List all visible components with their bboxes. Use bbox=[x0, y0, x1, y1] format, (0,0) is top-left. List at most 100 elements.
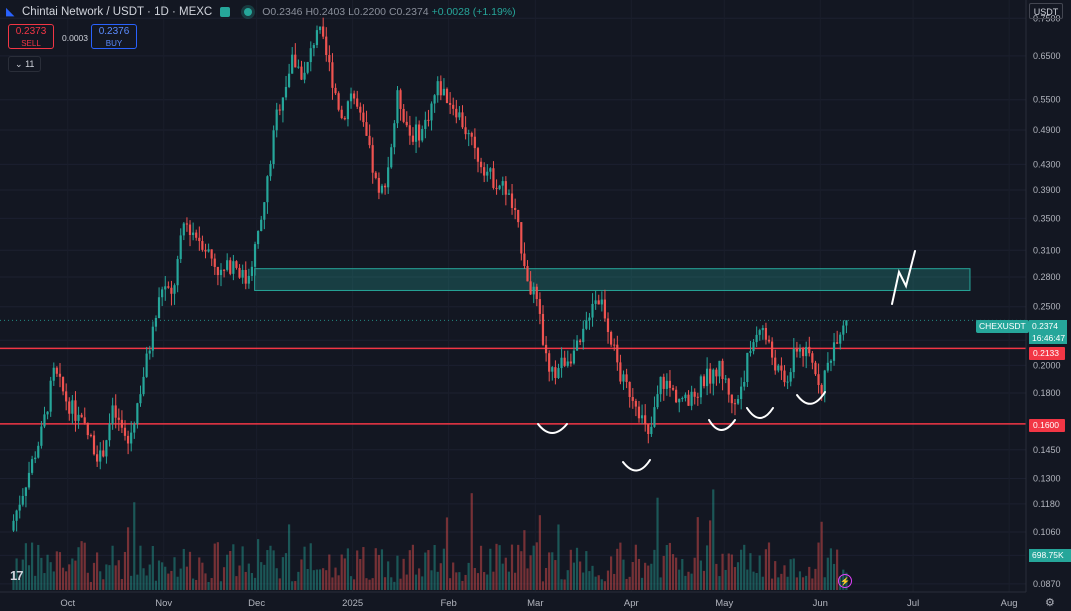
candle-body bbox=[532, 286, 535, 295]
candle-body bbox=[139, 394, 142, 404]
candle-body bbox=[207, 249, 210, 252]
tradingview-logo-icon[interactable]: 17 bbox=[10, 568, 24, 583]
candle-body bbox=[61, 376, 65, 392]
volume-bar bbox=[603, 581, 606, 590]
volume-bar bbox=[755, 572, 758, 590]
volume-bar bbox=[18, 578, 21, 590]
volume-bar bbox=[678, 569, 681, 590]
price-tick-label: 0.5500 bbox=[1033, 95, 1061, 105]
candle-body bbox=[662, 376, 665, 389]
candle-body bbox=[142, 376, 145, 395]
volume-bar bbox=[164, 566, 167, 590]
candle-body bbox=[544, 344, 548, 354]
candle-body bbox=[325, 36, 328, 56]
volume-bar bbox=[315, 569, 319, 590]
volume-bar bbox=[634, 544, 637, 590]
candle-body bbox=[483, 167, 486, 176]
volume-bar bbox=[207, 581, 210, 590]
volume-bar bbox=[346, 548, 349, 590]
volume-bar bbox=[801, 577, 805, 590]
candle-body bbox=[637, 406, 641, 419]
volume-bar bbox=[523, 530, 526, 590]
candle-body bbox=[300, 66, 303, 80]
indicators-toggle[interactable]: ⌄ 11 bbox=[8, 56, 42, 72]
candle-body bbox=[257, 231, 260, 245]
candle-body bbox=[805, 346, 808, 357]
candle-body bbox=[526, 266, 529, 282]
volume-bar bbox=[269, 545, 272, 590]
candle-body bbox=[27, 472, 31, 488]
volume-bar bbox=[538, 515, 541, 590]
candle-body bbox=[523, 253, 526, 267]
candle-body bbox=[12, 520, 15, 531]
candle-body bbox=[383, 185, 387, 188]
symbol-title[interactable]: Chintai Network / USDT · 1D · MEXC bbox=[22, 6, 213, 18]
volume-bar bbox=[805, 575, 808, 590]
volume-bar bbox=[331, 577, 334, 590]
volume-bar bbox=[705, 545, 709, 590]
time-axis[interactable]: Oct Nov Dec 2025 Feb Mar Apr May Jun Jul Aug bbox=[0, 591, 1071, 611]
candle-body bbox=[247, 275, 250, 284]
candle-body bbox=[164, 286, 167, 290]
candle-body bbox=[396, 90, 399, 124]
candle-body bbox=[253, 244, 257, 267]
candle-body bbox=[780, 365, 783, 371]
candle-body bbox=[86, 423, 89, 436]
buy-button[interactable]: 0.2376 BUY bbox=[91, 24, 137, 49]
candle-body bbox=[191, 232, 195, 236]
candle-body bbox=[455, 108, 458, 118]
candle-body bbox=[83, 417, 86, 424]
volume-bar bbox=[92, 562, 96, 590]
candle-body bbox=[352, 93, 356, 99]
volume-bar bbox=[718, 576, 721, 590]
volume-bar bbox=[736, 562, 740, 590]
volume-bar bbox=[430, 570, 433, 590]
time-tick-label: Apr bbox=[624, 598, 639, 609]
volume-bar bbox=[427, 550, 430, 590]
volume-bar bbox=[566, 570, 569, 590]
bottom-arc-1 bbox=[537, 423, 568, 434]
candle-body bbox=[21, 495, 24, 505]
candle-body bbox=[625, 374, 628, 382]
volume-bar bbox=[817, 542, 820, 590]
candle-body bbox=[322, 26, 325, 37]
price-tick-label: 0.3100 bbox=[1033, 245, 1061, 255]
candle-body bbox=[167, 286, 170, 288]
volume-bar bbox=[588, 571, 591, 590]
volume-bar bbox=[727, 553, 730, 590]
volume-bar bbox=[198, 557, 201, 590]
candle-body bbox=[284, 86, 288, 98]
volume-bar bbox=[161, 562, 164, 590]
volume-bar bbox=[306, 568, 309, 590]
candle-body bbox=[43, 414, 46, 427]
candle-body bbox=[730, 394, 733, 404]
volume-bar bbox=[402, 558, 405, 590]
volume-bar bbox=[743, 544, 746, 590]
price-axis[interactable]: 0.75000.65000.55000.49000.43000.39000.35… bbox=[1025, 0, 1071, 611]
gear-icon[interactable]: ⚙ bbox=[1045, 597, 1055, 609]
volume-bar bbox=[752, 571, 755, 590]
candle-body bbox=[123, 427, 127, 436]
candle-body bbox=[275, 109, 278, 131]
lightning-icon[interactable]: ⚡ bbox=[838, 574, 852, 588]
indicator-count: 11 bbox=[25, 59, 35, 69]
price-tick-label: 0.1060 bbox=[1033, 527, 1061, 537]
candle-body bbox=[529, 281, 532, 295]
candle-body bbox=[37, 445, 40, 458]
volume-bar bbox=[238, 565, 241, 590]
volume-bar bbox=[665, 544, 668, 590]
candle-body bbox=[743, 381, 746, 387]
buy-price: 0.2376 bbox=[98, 26, 130, 37]
candle-body bbox=[55, 367, 58, 374]
time-tick-label: Jul bbox=[907, 598, 919, 609]
sell-button[interactable]: 0.2373 SELL bbox=[8, 24, 54, 49]
currency-button[interactable]: USDT bbox=[1029, 3, 1063, 19]
candle-body bbox=[380, 185, 384, 193]
volume-bar bbox=[185, 566, 188, 590]
candle-body bbox=[439, 81, 442, 96]
volume-bar bbox=[792, 558, 795, 590]
volume-bar bbox=[529, 555, 532, 590]
chevron-down-icon: ⌄ bbox=[15, 59, 23, 69]
volume-bar bbox=[287, 524, 291, 590]
